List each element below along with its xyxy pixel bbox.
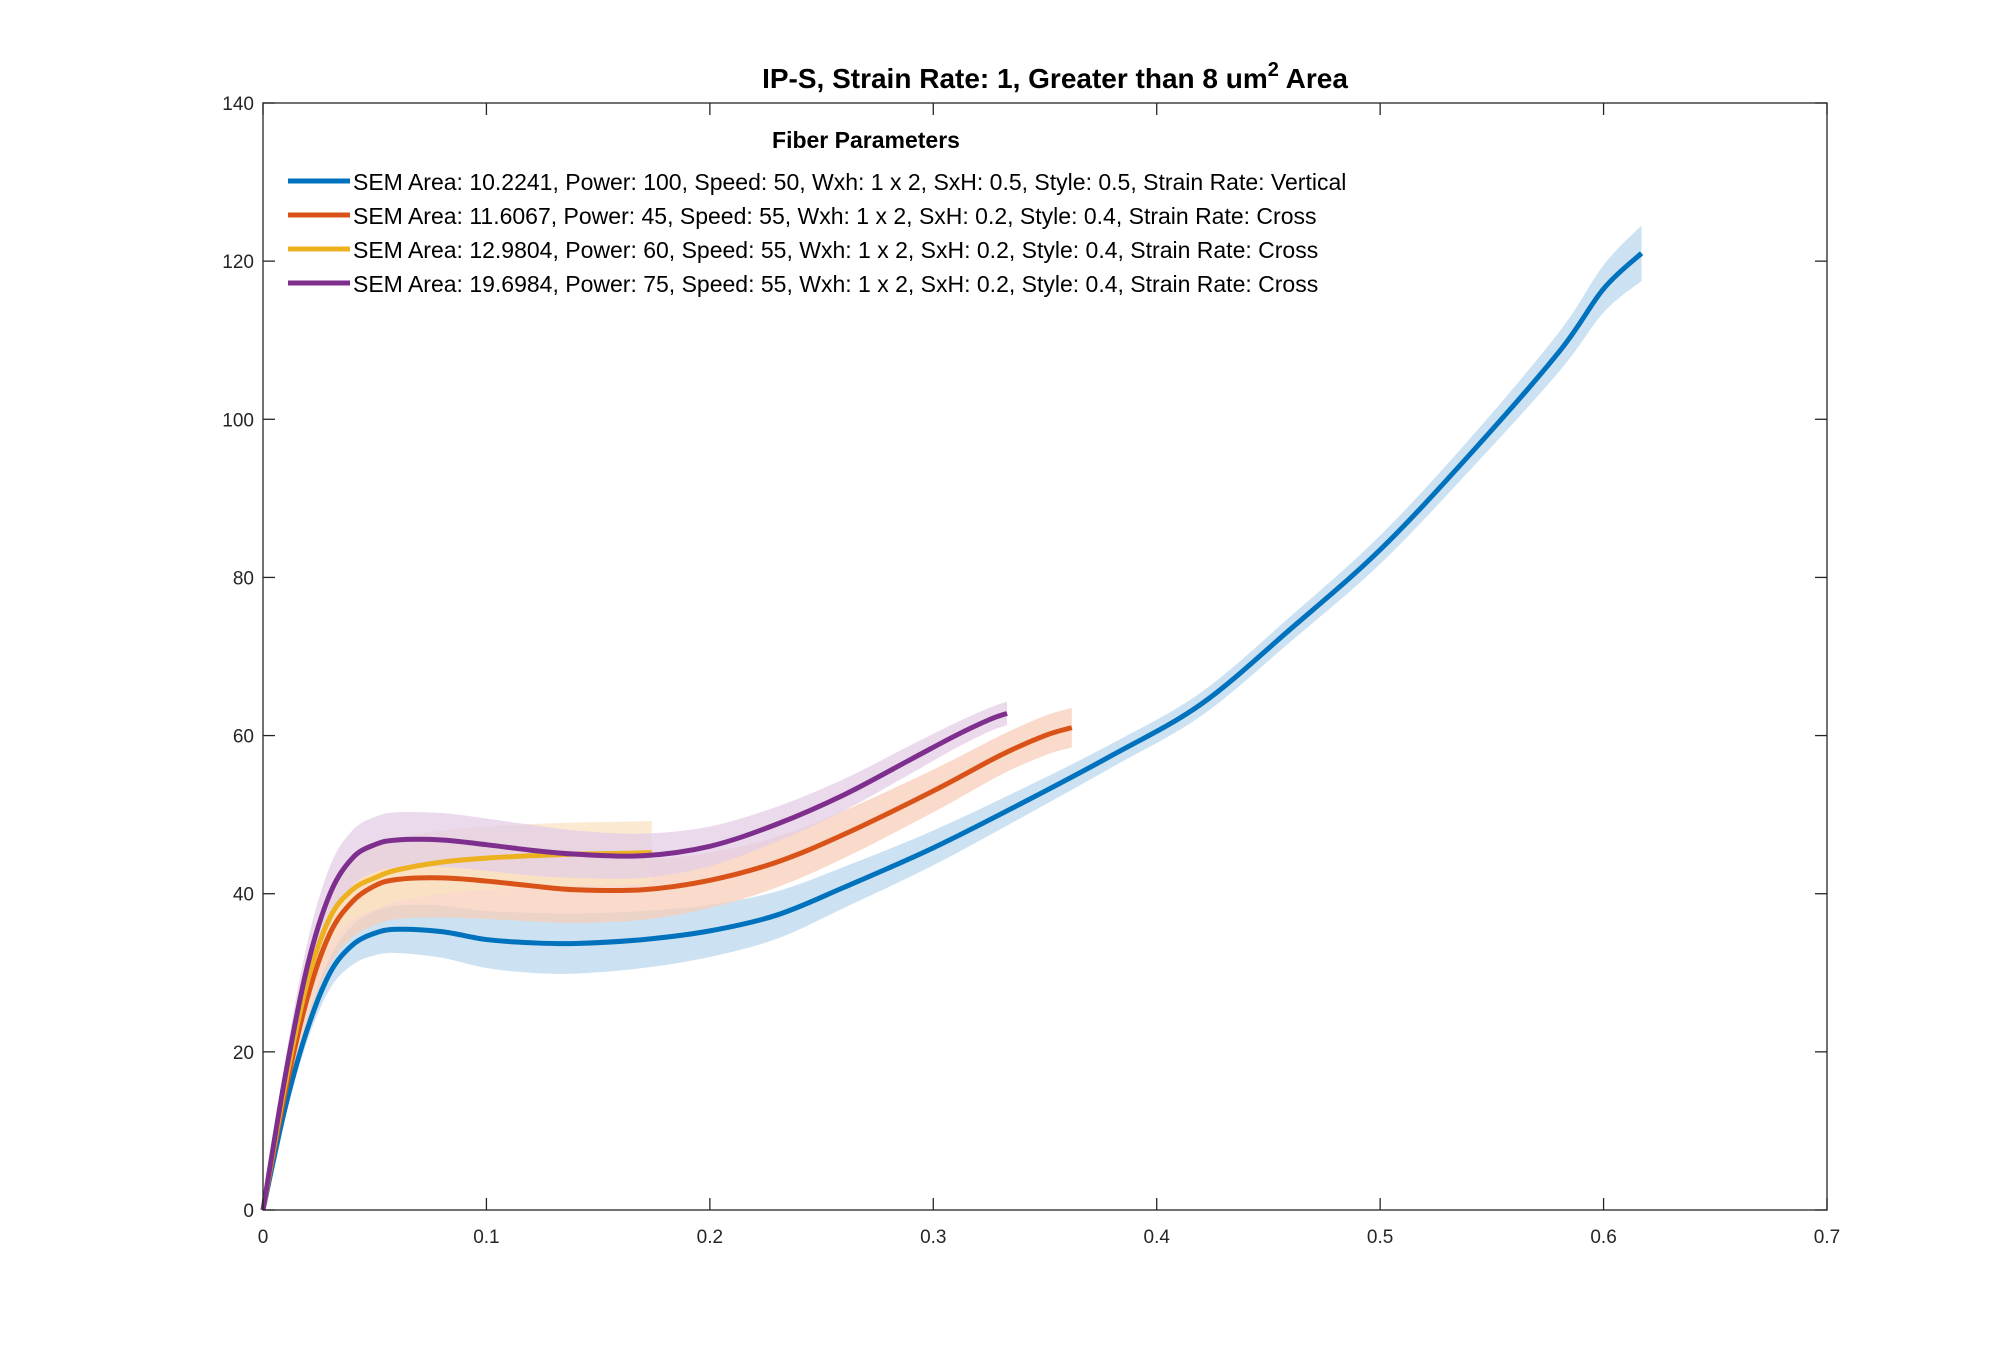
y-tick-label: 60 — [233, 727, 254, 748]
line-series-1 — [260, 251, 1644, 1211]
legend-label-series-2: SEM Area: 11.6067, Power: 45, Speed: 55,… — [353, 203, 1317, 229]
y-tick-label: 20 — [233, 1043, 254, 1064]
band-series-1 — [263, 225, 1642, 1210]
band-series-4 — [263, 701, 1008, 1210]
legend-label-series-3: SEM Area: 12.9804, Power: 60, Speed: 55,… — [353, 237, 1318, 263]
x-tick-label: 0.4 — [1144, 1227, 1171, 1248]
chart-title: IP-S, Strain Rate: 1, Greater than 8 um2… — [762, 59, 1348, 94]
legend-label-series-1: SEM Area: 10.2241, Power: 100, Speed: 50… — [353, 169, 1346, 195]
x-tick-label: 0.6 — [1590, 1227, 1616, 1248]
chart-title-superscript: 2 — [1268, 59, 1279, 81]
x-tick-label: 0.5 — [1367, 1227, 1393, 1248]
y-tick-label: 140 — [222, 94, 254, 115]
chart-title-main: IP-S, Strain Rate: 1, Greater than 8 um — [762, 63, 1268, 94]
y-axis-tick-labels: 0 20 40 60 80 100 120 140 — [222, 94, 254, 1222]
chart-title-suffix: Area — [1279, 63, 1348, 94]
x-tick-label: 0.2 — [697, 1227, 723, 1248]
series-lines — [260, 251, 1644, 1211]
plot-area: 0 0.1 0.2 0.3 0.4 0.5 0.6 0.7 0 20 40 60 80 100 120 14… — [222, 94, 1840, 1248]
y-tick-label: 80 — [233, 568, 254, 589]
line-series-4 — [260, 711, 1008, 1211]
legend: Fiber Parameters SEM Area: 10.2241, Powe… — [288, 127, 1346, 297]
x-tick-label: 0 — [258, 1227, 269, 1248]
y-tick-label: 0 — [243, 1201, 254, 1222]
axes-box — [262, 102, 1828, 1211]
y-tick-label: 100 — [222, 410, 254, 431]
x-tick-label: 0.1 — [473, 1227, 499, 1248]
band-series-2 — [263, 707, 1072, 1210]
y-tick-label: 40 — [233, 885, 254, 906]
y-tick-label: 120 — [222, 252, 254, 273]
line-series-2 — [260, 725, 1073, 1211]
x-tick-label: 0.3 — [920, 1227, 946, 1248]
x-tick-label: 0.7 — [1814, 1227, 1840, 1248]
legend-title: Fiber Parameters — [772, 127, 960, 153]
axis-ticks — [262, 102, 1828, 1211]
legend-label-series-4: SEM Area: 19.6984, Power: 75, Speed: 55,… — [353, 271, 1318, 297]
confidence-bands — [263, 225, 1642, 1210]
x-axis-tick-labels: 0 0.1 0.2 0.3 0.4 0.5 0.6 0.7 — [258, 1227, 1841, 1248]
legend-entries: SEM Area: 10.2241, Power: 100, Speed: 50… — [288, 169, 1346, 297]
